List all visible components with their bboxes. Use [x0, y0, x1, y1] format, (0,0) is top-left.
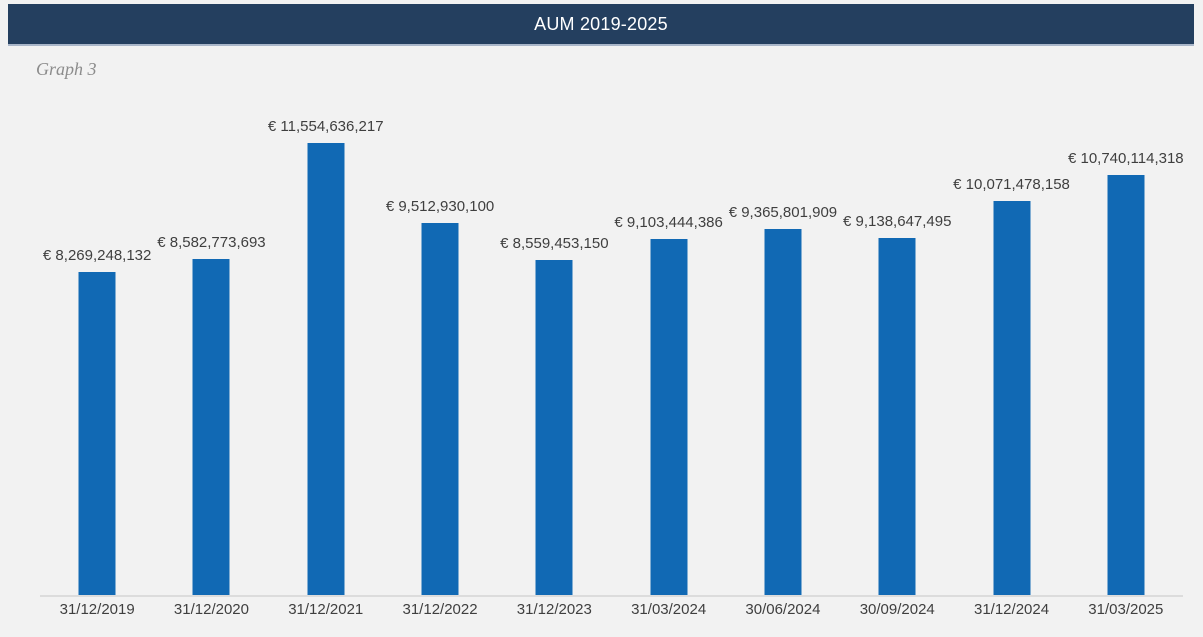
bar-column: € 8,269,248,132: [40, 112, 154, 595]
bar: [535, 260, 573, 595]
bar-value-label: € 8,559,453,150: [500, 235, 609, 252]
bar-column: € 8,559,453,150: [497, 112, 611, 595]
bar-value-label: € 10,740,114,318: [1067, 150, 1184, 167]
bar-column: € 10,740,114,318: [1067, 112, 1184, 595]
bar-value-label: € 11,554,636,217: [267, 118, 384, 135]
bar: [421, 223, 459, 595]
x-axis-tick-label: 31/03/2024: [631, 601, 707, 618]
bar-column: € 8,582,773,693: [154, 112, 268, 595]
bar: [878, 238, 916, 595]
bar: [764, 229, 802, 595]
graph-caption: Graph 3: [36, 59, 97, 79]
bar: [307, 143, 345, 595]
bar: [192, 259, 230, 595]
x-axis-tick-label: 31/12/2022: [402, 601, 478, 618]
chart-title: AUM 2019-2025: [534, 13, 668, 34]
bar-column: € 9,103,444,386: [611, 112, 725, 595]
bar: [993, 201, 1031, 595]
x-axis-tick-label: 31/12/2024: [973, 601, 1050, 618]
bar-column: € 9,512,930,100: [383, 112, 497, 595]
bar: [1107, 175, 1145, 595]
x-axis-tick-label: 30/09/2024: [859, 601, 935, 618]
bar-value-label: € 9,138,647,495: [843, 213, 952, 230]
bar-column: € 11,554,636,217: [267, 112, 384, 595]
x-axis-tick-label: 31/12/2021: [288, 601, 364, 618]
chart-title-bar: AUM 2019-2025: [8, 4, 1194, 46]
bar-value-label: € 10,071,478,158: [953, 176, 1070, 193]
x-axis-tick-label: 31/12/2019: [59, 601, 135, 618]
x-axis-tick-label: 31/12/2023: [516, 601, 592, 618]
bar: [650, 239, 688, 595]
bar-value-label: € 9,103,444,386: [614, 214, 723, 231]
bar-chart: € 8,269,248,132 € 8,582,773,693 € 11,554,6…: [40, 112, 1184, 618]
bar-column: € 9,138,647,495: [840, 112, 954, 595]
bar-value-label: € 9,365,801,909: [728, 204, 838, 221]
bar-value-label: € 8,582,773,693: [157, 234, 266, 251]
x-axis-tick-label: 31/03/2025: [1088, 601, 1164, 618]
bar-value-label: € 8,269,248,132: [42, 247, 152, 264]
plot-area: € 8,269,248,132 € 8,582,773,693 € 11,554,6…: [40, 112, 1184, 597]
bar: [78, 272, 116, 595]
bar-column: € 9,365,801,909: [726, 112, 840, 595]
x-axis-labels: 31/12/2019 31/12/2020 31/12/2021 31/12/2022…: [40, 601, 1183, 618]
bar-column: € 10,071,478,158: [953, 112, 1070, 595]
bar-value-label: € 9,512,930,100: [385, 198, 495, 215]
x-axis-tick-label: 30/06/2024: [745, 601, 821, 618]
x-axis-tick-label: 31/12/2020: [173, 601, 249, 618]
